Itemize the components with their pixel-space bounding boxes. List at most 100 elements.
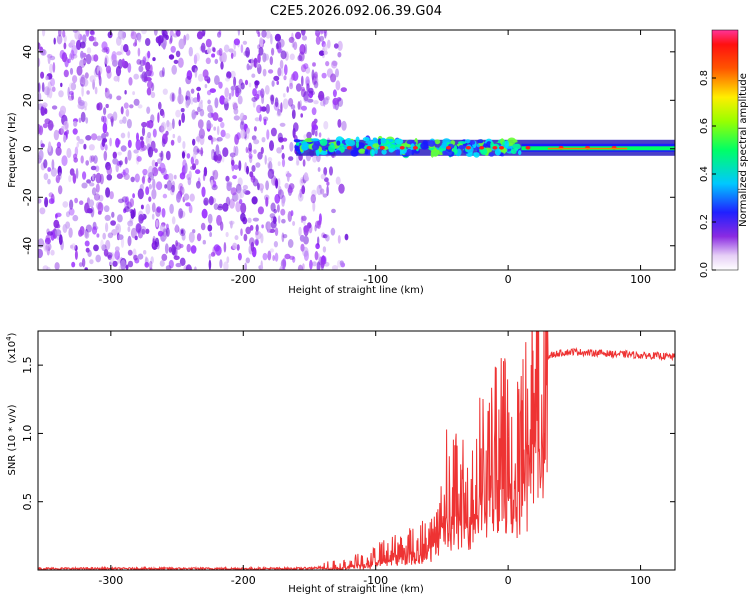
- noise-blob: [175, 240, 179, 247]
- noise-blob: [277, 189, 284, 200]
- noise-blob: [322, 193, 328, 198]
- noise-blob: [117, 214, 123, 223]
- noise-blob: [63, 69, 69, 78]
- noise-blob: [124, 167, 129, 175]
- noise-blob: [84, 230, 90, 239]
- noise-blob: [335, 176, 341, 185]
- noise-blob: [332, 99, 336, 110]
- noise-blob: [306, 131, 312, 139]
- signal-blob: [434, 139, 441, 145]
- noise-blob: [179, 228, 186, 237]
- noise-blob: [255, 239, 259, 246]
- noise-blob: [68, 82, 75, 91]
- noise-blob: [204, 84, 208, 89]
- noise-blob: [93, 37, 97, 42]
- noise-blob: [152, 128, 157, 138]
- noise-blob: [247, 217, 252, 223]
- noise-blob: [312, 261, 317, 267]
- spectrogram-xlabel: Height of straight line (km): [288, 285, 424, 296]
- noise-blob: [277, 161, 281, 167]
- noise-blob: [45, 234, 51, 242]
- noise-blob: [41, 82, 45, 93]
- snr-panel: -300 -200 -100 0 100 0.5 1.0 1.5 Height of stra…: [5, 330, 676, 595]
- noise-blob: [169, 38, 172, 45]
- noise-blob: [321, 232, 326, 239]
- colorbar-tick-label: 0.2: [699, 214, 710, 230]
- signal-blob: [355, 136, 360, 143]
- noise-blob: [116, 36, 122, 46]
- noise-blob: [237, 30, 241, 36]
- noise-blob: [137, 47, 141, 57]
- noise-blob: [226, 182, 232, 192]
- noise-blob: [267, 162, 270, 169]
- noise-blob: [82, 171, 87, 180]
- noise-blob: [252, 217, 259, 222]
- colorbar-tick-label: 0.6: [699, 118, 710, 134]
- noise-blob: [135, 139, 142, 151]
- noise-blob: [161, 253, 168, 261]
- noise-blob: [260, 260, 263, 270]
- noise-blob: [295, 31, 302, 40]
- colorbar: 0.0 0.2 0.4 0.6 0.8 Normalized spectral ampl…: [699, 29, 749, 278]
- signal-blob: [302, 141, 309, 147]
- noise-blob: [185, 75, 192, 85]
- signal-blob: [473, 152, 477, 157]
- noise-blob: [38, 125, 44, 136]
- noise-blob: [135, 223, 142, 233]
- noise-blob: [252, 178, 259, 187]
- noise-blob: [151, 202, 156, 213]
- noise-blob: [84, 267, 88, 270]
- noise-blob: [90, 206, 95, 218]
- noise-blob: [168, 54, 175, 60]
- noise-blob: [187, 177, 192, 186]
- noise-blob: [216, 137, 223, 142]
- noise-blob: [97, 202, 104, 213]
- noise-blob: [89, 259, 94, 265]
- noise-blob: [51, 105, 58, 110]
- noise-blob: [58, 90, 64, 98]
- colorbar-tick-label: 0.8: [699, 70, 710, 86]
- noise-blob: [59, 105, 67, 115]
- noise-blob: [73, 120, 78, 127]
- noise-blob: [306, 83, 310, 93]
- noise-blob: [132, 42, 137, 47]
- noise-blob: [155, 207, 161, 217]
- noise-blob: [178, 208, 184, 219]
- noise-blob: [75, 168, 79, 179]
- noise-blob: [190, 165, 196, 171]
- noise-blob: [215, 153, 222, 164]
- noise-blob: [158, 125, 165, 133]
- noise-blob: [216, 49, 222, 56]
- noise-blob: [331, 60, 338, 66]
- noise-blob: [161, 138, 166, 148]
- noise-blob: [54, 262, 60, 270]
- noise-blob: [207, 224, 213, 232]
- noise-blob: [140, 204, 144, 210]
- noise-blob: [311, 69, 315, 81]
- noise-blob: [236, 190, 242, 201]
- y-tick-label: 1.5: [21, 356, 34, 374]
- noise-blob: [244, 79, 249, 86]
- noise-blob: [149, 70, 154, 77]
- signal-peak: [346, 145, 352, 150]
- noise-blob: [217, 31, 222, 38]
- noise-blob: [216, 138, 220, 143]
- noise-blob: [78, 100, 85, 106]
- noise-blob: [273, 75, 280, 82]
- noise-blob: [149, 267, 153, 270]
- noise-blob: [252, 100, 256, 108]
- noise-blob: [330, 227, 336, 236]
- noise-blob: [81, 182, 88, 189]
- noise-blob: [95, 183, 100, 193]
- noise-blob: [103, 249, 109, 257]
- noise-blob: [228, 48, 234, 53]
- noise-blob: [168, 259, 174, 269]
- noise-blob: [38, 198, 42, 204]
- colorbar-tick-label: 0.4: [699, 166, 710, 182]
- noise-blob: [60, 125, 65, 135]
- noise-blob: [303, 91, 309, 102]
- noise-blob: [278, 185, 282, 196]
- noise-blob: [239, 120, 245, 131]
- noise-blob: [88, 35, 95, 42]
- noise-blob: [256, 62, 261, 68]
